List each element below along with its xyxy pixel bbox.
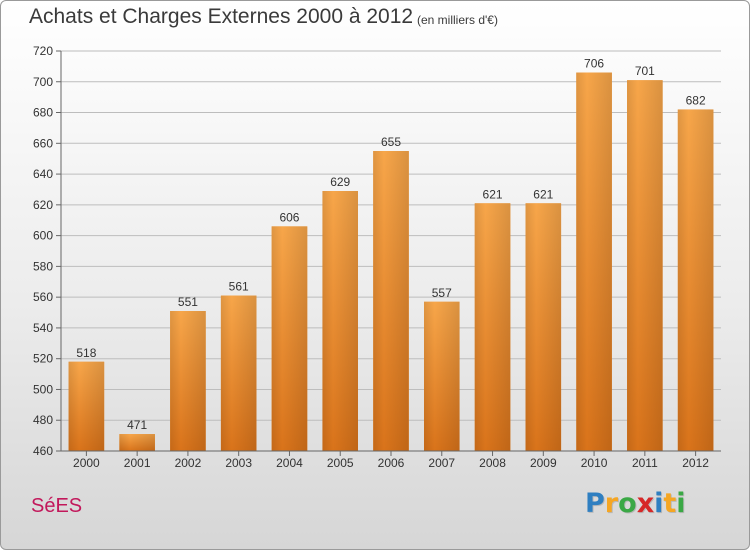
y-tick-label: 520 [33,352,53,366]
y-tick-label: 600 [33,229,53,243]
bar-value-label: 621 [483,187,503,201]
x-tick-label: 2001 [124,456,151,470]
commune-name: SéES [31,495,83,517]
x-tick-label: 2005 [327,456,354,470]
proxiti-logo: Proxiti [585,488,686,519]
x-tick-label: 2008 [479,456,506,470]
bar-value-label: 621 [533,187,553,201]
x-tick-label: 2003 [225,456,252,470]
y-tick-label: 500 [33,382,53,396]
logo-letter: t [663,488,677,519]
bar-highlight [271,226,308,451]
logo-letter: x [636,488,655,519]
bar-value-label: 701 [635,64,655,78]
bar-highlight [576,72,612,452]
bar-highlight [119,434,155,451]
logo-letter: r [604,488,619,519]
bar-value-label: 655 [381,135,401,149]
y-tick-label: 540 [33,321,53,335]
logo-letter: P [585,488,605,519]
bar-highlight [68,361,105,451]
y-tick-label: 640 [33,167,53,181]
y-tick-label: 660 [33,136,53,150]
x-tick-label: 2002 [175,456,202,470]
x-tick-label: 2009 [530,456,557,470]
bar-highlight [525,203,562,451]
x-tick-label: 2010 [581,456,608,470]
bar-value-label: 471 [127,418,147,432]
x-tick-label: 2006 [378,456,405,470]
logo-letter: o [618,488,637,519]
y-tick-label: 560 [33,290,53,304]
bar-value-label: 551 [178,295,198,309]
bar-value-label: 629 [330,175,350,189]
bar-value-label: 682 [686,93,706,107]
y-tick-label: 700 [33,75,53,89]
chart-title: Achats et Charges Externes 2000 à 2012 [29,5,414,28]
bar-highlight [373,151,409,451]
logo-letter: i [676,488,686,519]
x-tick-label: 2012 [682,456,709,470]
y-tick-label: 480 [33,413,53,427]
bar-highlight [474,203,511,451]
y-tick-label: 620 [33,198,53,212]
bar-value-label: 518 [76,346,96,360]
bar-value-label: 706 [584,57,604,71]
bar-highlight [322,191,358,451]
bar-highlight [424,301,460,451]
bar-value-label: 561 [229,280,249,294]
bar-highlight [677,109,714,451]
y-tick-label: 580 [33,259,53,273]
bar-value-label: 557 [432,286,452,300]
y-tick-label: 460 [33,444,53,458]
y-tick-label: 720 [33,44,53,58]
x-tick-label: 2011 [632,456,658,470]
bar-value-label: 606 [279,210,299,224]
chart-unit: (en milliers d'€) [417,13,498,27]
bar-highlight [170,311,206,451]
logo-letter: i [654,488,664,519]
y-tick-label: 680 [33,106,53,120]
x-tick-label: 2007 [428,456,455,470]
x-tick-label: 2004 [276,456,303,470]
bar-highlight [220,295,257,451]
bar-highlight [627,80,663,451]
x-tick-label: 2000 [73,456,100,470]
